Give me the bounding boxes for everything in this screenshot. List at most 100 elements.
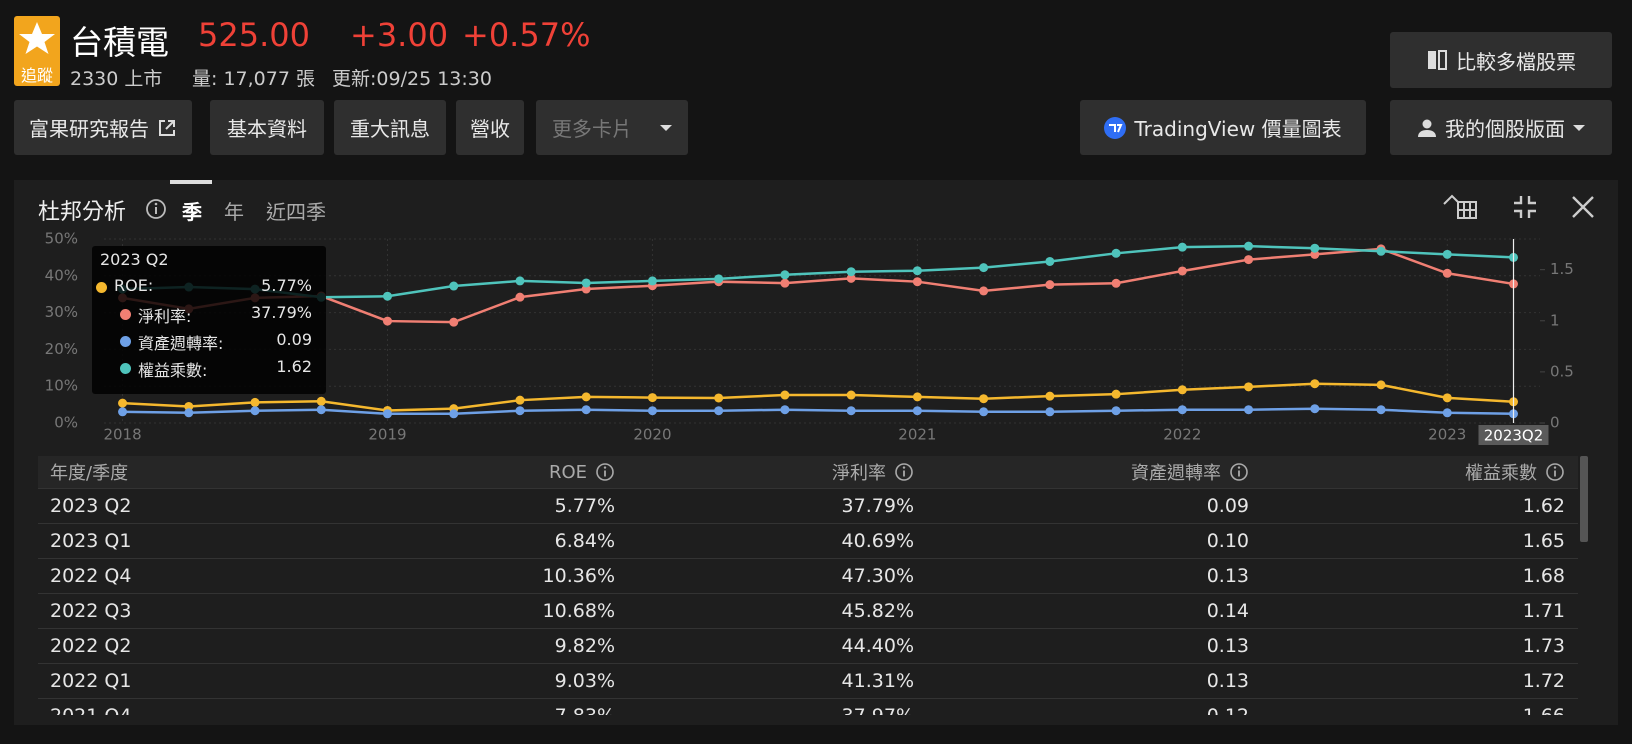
table-cell: 0.14 [1206, 599, 1249, 622]
dropdown-arrow [660, 124, 672, 131]
follow-badge[interactable]: 追蹤 [14, 16, 60, 86]
data-point [979, 407, 989, 417]
table-cell: 1.62 [1522, 494, 1565, 517]
data-point [846, 273, 856, 283]
data-point [449, 409, 459, 419]
tab[interactable]: 近四季 [266, 200, 326, 224]
data-point [780, 278, 790, 288]
nav-button[interactable]: 基本資料 [210, 100, 324, 155]
data-point [1045, 407, 1055, 417]
y-tick-label: 20% [45, 340, 78, 358]
header-text: 資產週轉率 [1131, 463, 1221, 484]
y2-tick-label: 0.5 [1550, 362, 1574, 380]
x-tick-label: 2021 [898, 426, 936, 444]
header-text: 淨利率 [832, 463, 886, 484]
table-cell: 9.82% [554, 634, 615, 657]
data-point [1442, 393, 1452, 403]
data-point [714, 393, 724, 403]
table-cell: 6.84% [554, 529, 615, 552]
nav-button[interactable]: 重大訊息 [334, 100, 446, 155]
info-icon[interactable] [894, 462, 914, 482]
series-line [122, 407, 1514, 416]
info-icon[interactable] [1229, 462, 1249, 482]
button-label: 富果研究報告 [29, 117, 149, 141]
tooltip-label: 權益乘數: [138, 361, 208, 380]
data-point [316, 396, 326, 406]
collapse-icon[interactable] [1512, 194, 1538, 220]
table-cell: 1.72 [1522, 669, 1565, 692]
data-point [184, 401, 194, 411]
table-header: 年度/季度 ROE 淨利率 資產週轉率 權益乘數 [38, 456, 1578, 489]
table-cell: 47.30% [841, 564, 914, 587]
table-row: 2022 Q1 9.03% 41.31% 0.13 1.72 [38, 663, 1578, 699]
data-point [118, 398, 128, 408]
tooltip-value: 5.77% [261, 276, 312, 295]
x-tick-label: 2020 [633, 426, 671, 444]
data-point [647, 276, 657, 286]
data-point [1310, 249, 1320, 259]
compare-icon [1428, 50, 1447, 70]
chart-type-icon[interactable] [1442, 192, 1482, 222]
dupont-table: 年度/季度 ROE 淨利率 資產週轉率 權益乘數 2023 Q2 5.77% 37.79% 0… [38, 456, 1578, 715]
data-point [846, 390, 856, 400]
panel-title: 杜邦分析 [38, 200, 127, 225]
data-point [846, 406, 856, 416]
series-line [122, 247, 1514, 324]
tooltip-title: 2023 Q2 [100, 250, 169, 269]
scrollbar[interactable] [1580, 456, 1588, 542]
table-cell: 0.13 [1206, 564, 1249, 587]
layout-button[interactable]: 我的個股版面 [1390, 100, 1612, 155]
column-header: 權益乘數 [1465, 456, 1565, 488]
info-icon[interactable] [595, 462, 615, 482]
data-point [1244, 405, 1254, 415]
data-point [1111, 248, 1121, 258]
table-cell: 45.82% [841, 599, 914, 622]
more-cards-select[interactable]: 更多卡片 [536, 100, 688, 155]
data-point [714, 274, 724, 284]
table-cell: 1.71 [1522, 599, 1565, 622]
data-point [250, 406, 260, 416]
compare-button[interactable]: 比較多檔股票 [1390, 32, 1612, 88]
table-cell: 37.97% [842, 698, 914, 716]
legend-dot [120, 363, 131, 374]
price-change: +3.00 [350, 16, 449, 54]
series-line [122, 382, 1514, 412]
nav-button[interactable]: 營收 [456, 100, 524, 155]
data-point [515, 406, 525, 416]
table-row: 2022 Q3 10.68% 45.82% 0.14 1.71 [38, 593, 1578, 629]
data-point [581, 392, 591, 402]
y2-tick-label: 0 [1550, 414, 1560, 432]
tooltip-row: 淨利率: 37.79% [92, 303, 326, 327]
data-point [979, 286, 989, 296]
button-label: 營收 [470, 117, 510, 141]
star-icon [19, 22, 55, 54]
table-cell: 2021 Q4 [50, 698, 131, 716]
column-header: 淨利率 [832, 456, 914, 488]
data-point [449, 317, 459, 327]
tooltip: 2023 Q2 ROE: 5.77% 淨利率: 37.79% 資產週轉率: 0.09 權益乘… [92, 246, 326, 394]
data-point [1244, 382, 1254, 392]
table-cell: 10.36% [542, 564, 615, 587]
table-cell: 1.65 [1522, 529, 1565, 552]
data-point [979, 263, 989, 273]
table-cell: 0.13 [1206, 634, 1249, 657]
close-icon[interactable] [1570, 194, 1596, 220]
price-change-pct: +0.57% [462, 16, 591, 54]
tab[interactable]: 年 [224, 200, 244, 224]
table-cell: 0.13 [1206, 669, 1249, 692]
data-point [780, 405, 790, 415]
price: 525.00 [198, 16, 310, 54]
data-point [1045, 391, 1055, 401]
tooltip-value: 37.79% [250, 303, 312, 322]
data-point [1177, 385, 1187, 395]
tooltip-row: ROE: 5.77% [92, 276, 326, 300]
x-tick-label: 2018 [103, 426, 141, 444]
tab-active[interactable]: 季 [182, 200, 202, 224]
table-cell: 1.73 [1522, 634, 1565, 657]
y-tick-label: 10% [45, 377, 78, 395]
tradingview-button[interactable]: TradingView 價量圖表 [1080, 100, 1366, 155]
column-header: ROE [549, 456, 615, 488]
info-icon[interactable] [1545, 462, 1565, 482]
nav-button[interactable]: 富果研究報告 [14, 100, 192, 155]
table-cell: 1.66 [1523, 698, 1565, 716]
